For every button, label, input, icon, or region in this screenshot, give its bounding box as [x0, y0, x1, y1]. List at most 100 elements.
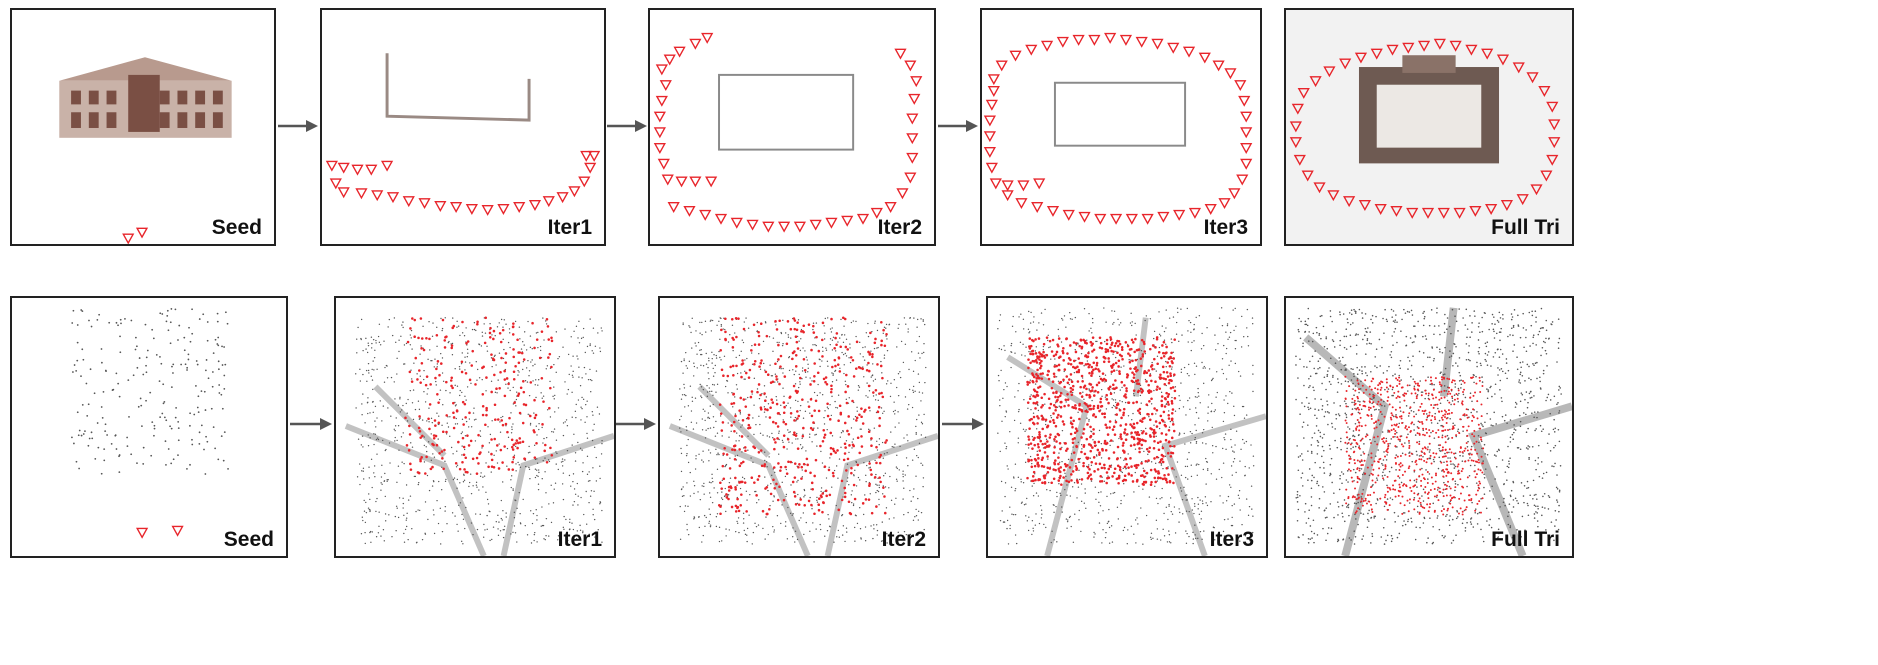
- point: [118, 454, 121, 456]
- point: [734, 485, 737, 489]
- point: [1139, 357, 1143, 360]
- point: [383, 340, 385, 342]
- camera-frustum-icon: [1025, 44, 1038, 56]
- point: [550, 484, 552, 486]
- point: [883, 511, 887, 515]
- camera-frustum-icon: [1289, 121, 1302, 133]
- point: [458, 504, 460, 506]
- point: [1150, 403, 1153, 405]
- point: [421, 538, 424, 541]
- point: [1225, 448, 1227, 451]
- point: [816, 445, 818, 447]
- point: [372, 338, 375, 341]
- point: [539, 345, 542, 348]
- point: [196, 363, 199, 366]
- point: [1147, 369, 1151, 372]
- camera-frustum-icon: [1109, 213, 1123, 225]
- point: [355, 407, 357, 409]
- point: [999, 404, 1001, 407]
- point: [1231, 504, 1233, 507]
- building-outline: [1053, 81, 1187, 147]
- point: [386, 479, 388, 481]
- point: [845, 469, 848, 472]
- point: [1070, 422, 1074, 426]
- point: [721, 464, 725, 468]
- point: [1082, 432, 1085, 435]
- point: [1104, 340, 1106, 343]
- point: [76, 324, 79, 326]
- point: [1169, 497, 1172, 499]
- point: [1170, 418, 1174, 422]
- point: [383, 381, 386, 383]
- point: [546, 365, 549, 367]
- point: [1112, 350, 1115, 353]
- point: [1043, 480, 1047, 484]
- point: [601, 439, 603, 442]
- point: [835, 379, 838, 381]
- point: [1054, 358, 1056, 360]
- point: [859, 428, 861, 430]
- point: [1103, 466, 1106, 470]
- point: [839, 367, 841, 369]
- point: [807, 363, 809, 366]
- point: [720, 497, 723, 499]
- point: [1062, 378, 1065, 382]
- point: [191, 308, 193, 311]
- point: [882, 493, 884, 495]
- point: [757, 474, 761, 478]
- point: [454, 423, 457, 425]
- point: [1192, 538, 1195, 540]
- point: [1088, 467, 1091, 471]
- point: [722, 452, 725, 456]
- point: [444, 505, 447, 508]
- point: [796, 390, 799, 393]
- point: [710, 330, 713, 332]
- camera-frustum-icon: [1234, 80, 1247, 92]
- point: [1223, 344, 1225, 347]
- camera-frustum-icon: [701, 32, 714, 44]
- panel-label: Iter2: [881, 528, 926, 551]
- point: [734, 332, 736, 334]
- point: [1141, 431, 1144, 435]
- point: [592, 514, 594, 516]
- point: [1086, 417, 1088, 419]
- point: [1127, 466, 1130, 469]
- point: [402, 326, 404, 329]
- point: [469, 439, 473, 443]
- point: [542, 317, 544, 319]
- point: [1139, 474, 1143, 478]
- point: [142, 373, 145, 376]
- point: [1144, 459, 1148, 463]
- point: [534, 363, 536, 365]
- point: [533, 412, 535, 414]
- point: [428, 427, 431, 431]
- point: [1137, 523, 1139, 525]
- point: [1111, 428, 1115, 431]
- point: [749, 493, 751, 496]
- point: [1050, 358, 1052, 360]
- point: [1340, 437, 1342, 440]
- point: [428, 407, 430, 409]
- point: [1129, 367, 1132, 370]
- point: [925, 366, 927, 369]
- point: [1511, 511, 1513, 513]
- point: [428, 321, 430, 323]
- point: [1233, 414, 1236, 417]
- point: [1092, 394, 1096, 397]
- point: [1017, 410, 1020, 413]
- point: [911, 406, 914, 409]
- point: [386, 480, 388, 482]
- point: [1223, 399, 1225, 401]
- point: [868, 428, 870, 431]
- point: [543, 437, 545, 440]
- point: [722, 374, 725, 377]
- point: [1118, 437, 1120, 440]
- point: [417, 509, 419, 511]
- point: [1410, 521, 1413, 523]
- point: [813, 391, 816, 394]
- point: [410, 337, 412, 339]
- point: [371, 401, 374, 403]
- point: [1140, 507, 1142, 509]
- point: [823, 325, 825, 327]
- point: [1098, 336, 1102, 340]
